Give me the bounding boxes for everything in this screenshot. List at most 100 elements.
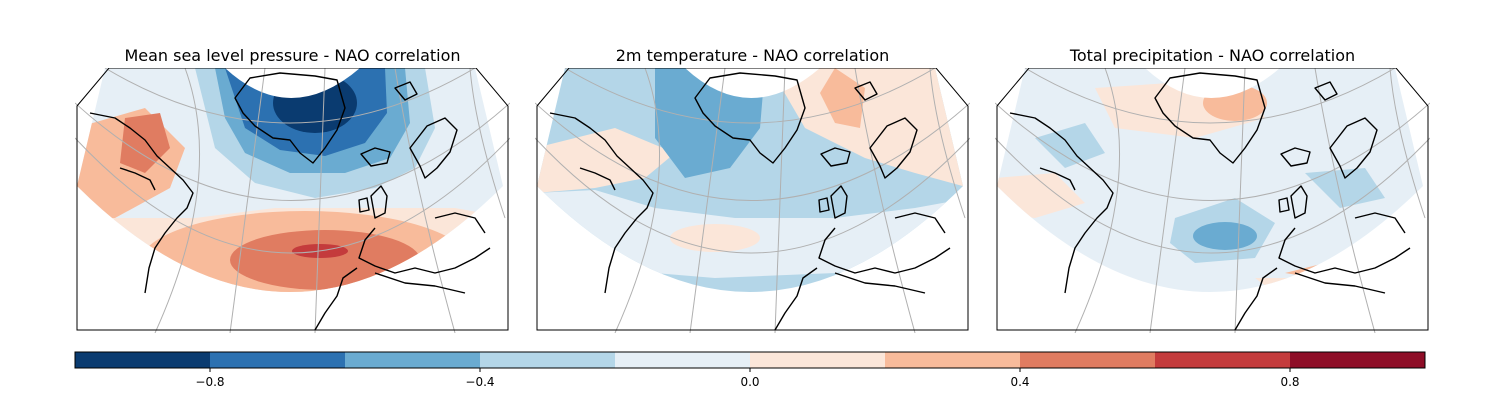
colorbar-segment <box>1290 352 1426 368</box>
grid-line <box>1149 68 1186 333</box>
grid-line <box>929 68 966 219</box>
field-contours <box>77 68 503 292</box>
colorbar: −0.8 −0.4 0.0 0.4 0.8 <box>74 351 1426 389</box>
colorbar-segment <box>75 352 211 368</box>
coastline <box>1234 267 1278 331</box>
grid-line <box>1234 68 1246 333</box>
coastline <box>1354 212 1406 234</box>
contour-region <box>670 224 760 252</box>
coastline <box>1154 72 1266 164</box>
coastline <box>370 185 388 219</box>
grid-line <box>854 68 916 333</box>
coastline <box>1294 272 1386 294</box>
coastline <box>830 185 848 219</box>
coastline <box>1314 81 1338 101</box>
colorbar-segment <box>210 352 346 368</box>
coastline <box>1039 167 1076 191</box>
polar-cap <box>685 68 820 98</box>
grid-line <box>75 102 510 201</box>
graticule <box>75 68 510 333</box>
coastline <box>409 117 458 179</box>
grid-line <box>1074 68 1121 333</box>
grid-line <box>774 68 786 333</box>
colorbar-tick-label: 0.4 <box>1010 375 1029 389</box>
grid-line <box>75 137 510 254</box>
map-mslp <box>75 68 510 333</box>
colorbar-tick-label: 0.8 <box>1280 375 1299 389</box>
coastline <box>894 212 946 234</box>
panel-mslp: Mean sea level pressure - NAO correlatio… <box>75 40 510 333</box>
coastline <box>119 167 156 191</box>
colorbar-tick-label: −0.8 <box>195 375 224 389</box>
coastline <box>358 227 491 274</box>
coastline <box>234 72 346 164</box>
contour-region <box>537 276 700 292</box>
grid-line <box>104 68 476 124</box>
graticule <box>995 68 1430 333</box>
coastline <box>394 81 418 101</box>
coastline <box>360 147 391 167</box>
grid-line <box>995 102 1430 201</box>
coastline <box>820 147 851 167</box>
contour-region <box>120 113 170 173</box>
colorbar-tick-label: 0.0 <box>740 375 759 389</box>
map-tp <box>995 68 1430 333</box>
contour-region <box>820 68 865 128</box>
coastline <box>834 272 926 294</box>
colorbar-segment <box>1155 352 1291 368</box>
map-frame <box>536 68 969 331</box>
contour-region <box>1305 168 1385 208</box>
grid-line <box>469 68 506 219</box>
contour-region <box>1255 273 1385 292</box>
coastline <box>434 212 486 234</box>
coastline <box>869 117 918 179</box>
coastline <box>1278 197 1290 213</box>
coastline <box>818 197 830 213</box>
panel-title: Total precipitation - NAO correlation <box>1069 46 1356 65</box>
coastline <box>854 81 878 101</box>
colorbar-segment <box>480 352 616 368</box>
coastline <box>89 112 194 294</box>
coastlines <box>89 72 491 331</box>
coastline <box>818 227 951 274</box>
grid-line <box>535 137 970 254</box>
grid-line <box>314 68 326 333</box>
grid-line <box>229 68 266 333</box>
polar-cap <box>1145 68 1280 98</box>
field-contours <box>537 68 963 292</box>
grid-line <box>1389 68 1426 219</box>
colorbar-segment <box>885 352 1021 368</box>
colorbar-segment <box>750 352 886 368</box>
colorbar-tick-label: −0.4 <box>465 375 494 389</box>
coastline <box>774 267 818 331</box>
coastline <box>1329 117 1378 179</box>
coastlines <box>1009 72 1411 331</box>
panel-tp: Total precipitation - NAO correlation <box>995 40 1430 333</box>
panel-title: 2m temperature - NAO correlation <box>615 46 890 65</box>
coastline <box>1278 227 1411 274</box>
graticule <box>535 68 970 333</box>
contour-region <box>230 230 420 290</box>
colorbar-segment <box>615 352 751 368</box>
coastline <box>314 267 358 331</box>
coastline <box>694 72 806 164</box>
colorbar-segment <box>1020 352 1156 368</box>
coastline <box>579 167 616 191</box>
contour-region <box>1035 123 1105 168</box>
coastline <box>358 197 370 213</box>
grid-line <box>1314 68 1376 333</box>
map-frame <box>996 68 1429 331</box>
grid-line <box>535 102 970 201</box>
contour-region <box>770 68 963 188</box>
polar-cap <box>225 68 360 98</box>
coastline <box>1290 185 1308 219</box>
grid-line <box>154 68 201 333</box>
grid-line <box>564 68 936 124</box>
map-frame <box>76 68 509 331</box>
grid-line <box>689 68 726 333</box>
coastline <box>1280 147 1311 167</box>
grid-line <box>995 137 1430 254</box>
panel-title: Mean sea level pressure - NAO correlatio… <box>124 46 461 65</box>
grid-line <box>614 68 661 333</box>
grid-line <box>394 68 456 333</box>
